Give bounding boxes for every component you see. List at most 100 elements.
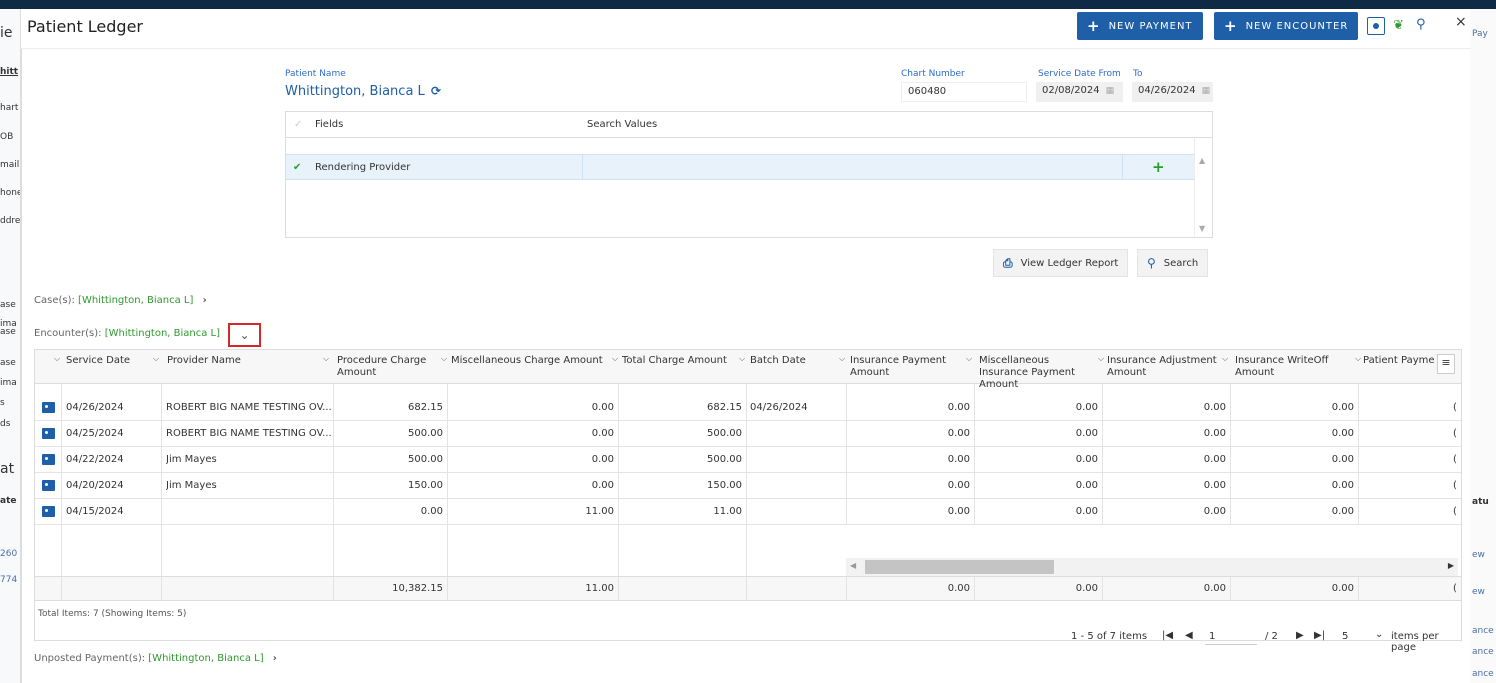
- total-insurance-writeoff: 0.00: [1331, 583, 1354, 594]
- column-divider: [447, 577, 448, 601]
- scrollbar-thumb[interactable]: [865, 560, 1054, 574]
- service-date-to-field[interactable]: 04/26/2024 ▦: [1132, 82, 1213, 102]
- chevron-down-icon[interactable]: ⌵: [966, 354, 973, 363]
- column-header[interactable]: ⌵ Miscellaneous Insurance Payment Amount: [966, 350, 1104, 390]
- bg-fragment: hone: [0, 188, 20, 198]
- column-menu-icon[interactable]: ≡: [1437, 354, 1455, 374]
- scroll-down-icon[interactable]: ▼: [1199, 224, 1206, 233]
- chevron-down-icon[interactable]: ⌵: [1355, 354, 1362, 363]
- column-divider: [1358, 577, 1359, 601]
- chevron-down-icon[interactable]: ⌵: [1222, 354, 1229, 363]
- encounter-card-icon[interactable]: [42, 506, 55, 517]
- pager-range: 1 - 5 of 7 items: [1071, 631, 1148, 642]
- view-ledger-report-button[interactable]: ⎙ View Ledger Report: [993, 249, 1129, 277]
- new-payment-button[interactable]: + NEW PAYMENT: [1077, 12, 1203, 40]
- scroll-left-icon[interactable]: ◀: [850, 561, 857, 570]
- background-page-left: ie hitt hart OB mail hone ddre ase ima a…: [0, 9, 20, 683]
- table-row[interactable]: 04/25/2024 ROBERT BIG NAME TESTING OV...…: [35, 422, 1461, 447]
- bg-fragment: ance: [1472, 669, 1494, 679]
- table-row[interactable]: 04/22/2024 Jim Mayes 500.00 0.00 500.00 …: [35, 448, 1461, 473]
- column-header[interactable]: ⌵ Provider Name: [153, 350, 333, 384]
- column-header[interactable]: ⌵ Service Date: [52, 350, 160, 384]
- refresh-icon[interactable]: ⟳: [431, 84, 442, 98]
- column-header[interactable]: ⌵ Miscellaneous Charge Amount: [441, 350, 617, 384]
- insurance-payment-cell: 0.00: [947, 454, 970, 465]
- chevron-down-icon[interactable]: ⌵: [323, 354, 330, 363]
- chevron-down-icon[interactable]: ⌵: [441, 354, 448, 363]
- table-row[interactable]: 04/20/2024 Jim Mayes 150.00 0.00 150.00 …: [35, 474, 1461, 499]
- paperclip-icon[interactable]: ⚲: [1416, 17, 1426, 32]
- column-header[interactable]: ⌵ Insurance Payment Amount: [839, 350, 965, 384]
- prev-page-icon[interactable]: ◀: [1185, 630, 1193, 641]
- filter-scrollbar[interactable]: ▲ ▼: [1194, 138, 1212, 237]
- chevron-down-icon[interactable]: ⌵: [153, 354, 160, 363]
- procedure-charge-cell: 500.00: [408, 454, 443, 465]
- unposted-payments-label: Unposted Payment(s):: [34, 653, 146, 664]
- bg-fragment: ds: [0, 419, 11, 429]
- total-items-text: Total Items: 7 (Showing Items: 5): [38, 609, 187, 619]
- bg-fragment: ie: [0, 25, 13, 41]
- encounter-card-icon[interactable]: [42, 480, 55, 491]
- search-filter-grid: ✓ Fields Search Values ✔ Rendering Provi…: [285, 111, 1213, 238]
- scroll-up-icon[interactable]: ▲: [1199, 156, 1206, 165]
- insurance-payment-cell: 0.00: [947, 428, 970, 439]
- encounters-expand-toggle[interactable]: ⌄: [228, 323, 261, 347]
- chevron-down-icon[interactable]: ⌵: [612, 354, 619, 363]
- chevron-down-icon[interactable]: ⌵: [839, 354, 846, 363]
- horizontal-scrollbar[interactable]: ◀ ▶: [846, 558, 1458, 576]
- chevron-down-icon[interactable]: ⌵: [1098, 354, 1105, 363]
- calendar-icon[interactable]: ▦: [1201, 86, 1211, 96]
- chart-number-field[interactable]: 060480: [901, 82, 1027, 102]
- close-icon[interactable]: ×: [1455, 14, 1467, 30]
- patient-profile-button[interactable]: [1367, 17, 1385, 35]
- patient-payment-cell: (: [1453, 480, 1457, 491]
- column-header[interactable]: ⌵ Batch Date: [739, 350, 840, 384]
- column-header[interactable]: ⌵ Total Charge Amount: [612, 350, 747, 384]
- column-header[interactable]: ⌵ Procedure Charge Amount: [323, 350, 443, 384]
- service-date-from-field[interactable]: 02/08/2024 ▦: [1036, 82, 1123, 102]
- misc-charge-cell: 0.00: [591, 428, 614, 439]
- date-from-value: 02/08/2024: [1042, 85, 1100, 96]
- chart-number-label: Chart Number: [901, 69, 965, 79]
- column-divider: [161, 577, 162, 601]
- page-size-select[interactable]: 5: [1342, 631, 1349, 642]
- add-filter-icon[interactable]: +: [1152, 158, 1165, 176]
- total-procedure-charge: 10,382.15: [392, 583, 443, 594]
- encounter-card-icon[interactable]: [42, 402, 55, 413]
- column-divider: [61, 577, 62, 601]
- table-row[interactable]: 04/15/2024 0.00 11.00 11.00 0.00 0.00 0.…: [35, 500, 1461, 525]
- filter-row[interactable]: ✔ Rendering Provider +: [286, 154, 1195, 180]
- misc-charge-cell: 0.00: [591, 480, 614, 491]
- encounters-section[interactable]: Encounter(s): [Whittington, Bianca L]: [34, 328, 220, 339]
- chevron-right-icon[interactable]: ›: [272, 653, 277, 664]
- chevron-down-icon[interactable]: ⌄: [1375, 629, 1384, 640]
- search-button[interactable]: ⚲ Search: [1137, 249, 1209, 277]
- column-header[interactable]: ⌵ Insurance WriteOff Amount: [1222, 350, 1350, 384]
- last-page-icon[interactable]: ▶|: [1314, 630, 1326, 641]
- bg-fragment: hitt: [0, 67, 19, 77]
- calendar-icon[interactable]: ▦: [1105, 86, 1115, 96]
- new-encounter-button[interactable]: + NEW ENCOUNTER: [1214, 12, 1359, 40]
- bg-fragment: ima: [0, 319, 17, 329]
- first-page-icon[interactable]: |◀: [1162, 630, 1174, 641]
- page-input[interactable]: 1: [1209, 631, 1216, 642]
- scroll-right-icon[interactable]: ▶: [1447, 561, 1454, 570]
- insurance-adjustment-cell: 0.00: [1203, 480, 1226, 491]
- chevron-right-icon[interactable]: ›: [202, 295, 207, 306]
- column-header[interactable]: ⌵ Insurance Adjustment Amount: [1098, 350, 1232, 384]
- checkmark-icon[interactable]: ✔: [293, 162, 302, 173]
- leaf-icon[interactable]: ❦: [1393, 18, 1404, 33]
- encounter-card-icon[interactable]: [42, 428, 55, 439]
- view-ledger-report-label: View Ledger Report: [1020, 257, 1119, 269]
- encounter-card-icon[interactable]: [42, 454, 55, 465]
- column-header[interactable]: Patient Payment A: [1363, 350, 1435, 384]
- chevron-down-icon[interactable]: ⌵: [54, 354, 61, 363]
- table-row[interactable]: 04/26/2024 ROBERT BIG NAME TESTING OV...…: [35, 396, 1461, 421]
- bg-fragment: ase: [0, 327, 16, 337]
- chevron-down-icon[interactable]: ⌵: [739, 354, 746, 363]
- unposted-payments-section[interactable]: Unposted Payment(s): [Whittington, Bianc…: [34, 653, 277, 664]
- cases-section[interactable]: Case(s): [Whittington, Bianca L] ›: [34, 295, 207, 306]
- next-page-icon[interactable]: ▶: [1296, 630, 1304, 641]
- check-all-icon[interactable]: ✓: [294, 119, 303, 130]
- encounters-label: Encounter(s):: [34, 328, 102, 339]
